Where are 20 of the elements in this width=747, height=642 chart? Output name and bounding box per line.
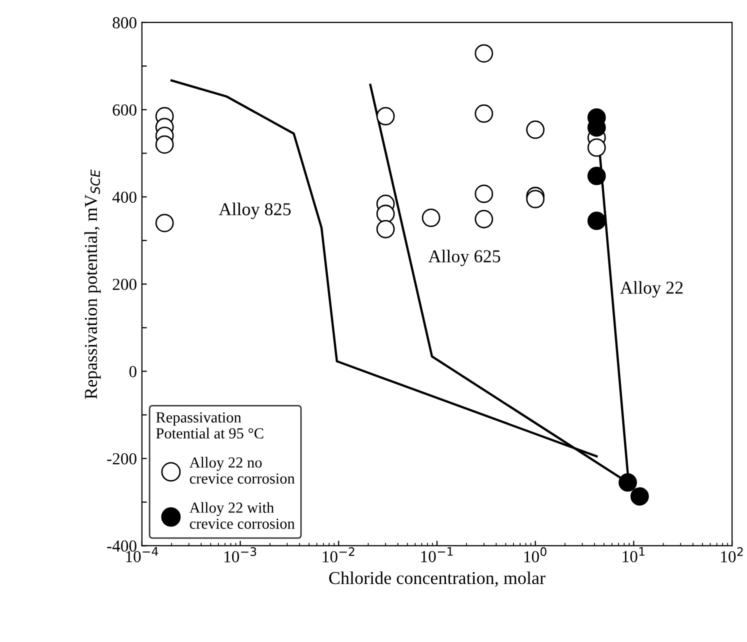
x-tick-label: 10$^{−3}$ (224, 547, 256, 562)
y-tick-label: 200 (112, 278, 136, 290)
y-tick-label: 600 (112, 104, 136, 116)
y-axis-title: Repassivation potential, mV$_{SCE}$ (84, 169, 101, 399)
y-tick-label: -200 (107, 453, 136, 464)
legend-title: Repassivation Potential at 95 °C (156, 412, 264, 439)
x-tick-label: 10$^{−2}$ (322, 547, 354, 562)
legend-label: Alloy 22 with crevice corrosion (189, 502, 295, 529)
x-tick-label: 10$^{1}$ (622, 547, 644, 562)
annotation: Alloy 825 (218, 202, 291, 220)
y-tick-label: 0 (129, 366, 136, 378)
x-tick-label: 10$^{0}$ (524, 547, 546, 562)
x-axis-title: Chloride concentration, molar (329, 571, 546, 587)
legend-label: Alloy 22 no crevice corrosion (189, 456, 295, 484)
y-tick-label: 400 (112, 192, 136, 203)
annotation: Alloy 625 (428, 250, 500, 266)
annotation: Alloy 22 (620, 281, 683, 298)
y-tick-label: 800 (112, 17, 136, 28)
x-tick-label: 10$^{−1}$ (421, 547, 453, 562)
x-tick-label: 10$^{2}$ (721, 547, 743, 562)
